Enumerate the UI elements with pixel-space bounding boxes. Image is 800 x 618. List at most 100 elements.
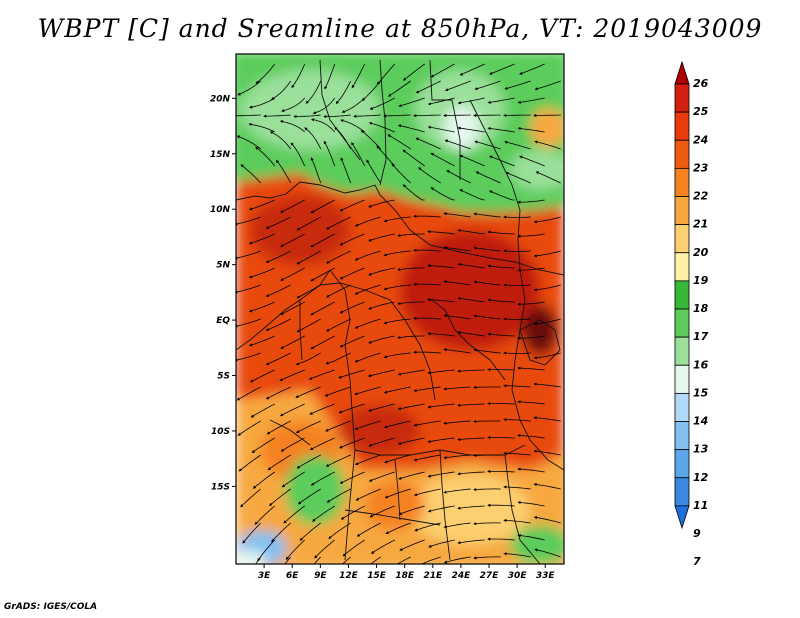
streamline (517, 126, 545, 133)
streamline (397, 369, 425, 376)
streamline (457, 296, 485, 303)
colorbar-label: 23 (693, 161, 709, 174)
streamline (457, 97, 485, 105)
streamline (504, 140, 531, 150)
streamline (533, 216, 561, 224)
streamline (533, 318, 561, 326)
streamline (356, 522, 381, 537)
streamline (296, 318, 321, 333)
streamline (427, 403, 455, 409)
streamline (326, 250, 351, 264)
lon-tick-label: 18E (395, 571, 415, 581)
streamline (535, 171, 561, 184)
streamline (376, 63, 395, 86)
streamline (255, 556, 262, 564)
streamline (430, 152, 455, 167)
streamline (351, 141, 366, 167)
streamline (459, 189, 485, 201)
streamline (280, 301, 305, 315)
streamline (443, 348, 471, 354)
streamline (398, 471, 425, 480)
streamline (383, 318, 411, 325)
streamline (487, 298, 515, 303)
streamline (487, 503, 515, 507)
streamline (533, 250, 561, 258)
lat-tick-label: 5N (216, 261, 230, 271)
streamline (473, 280, 501, 286)
streamline (488, 190, 515, 201)
streamline (354, 216, 381, 227)
streamline (473, 212, 501, 218)
streamline (489, 155, 515, 167)
streamline (324, 386, 351, 397)
streamline (443, 386, 471, 391)
colorbar: 26 25 24 23 22 21 20 19 18 17 16 15 14 13 12 11 9 7 (674, 60, 709, 568)
streamline (473, 314, 501, 320)
map-frame (235, 53, 565, 565)
streamline (413, 488, 441, 497)
streamline (402, 184, 425, 201)
streamline (457, 126, 485, 133)
streamline (533, 515, 561, 524)
streamline (310, 335, 335, 350)
colorbar-label: 13 (693, 443, 709, 456)
streamline (314, 539, 335, 559)
streamline (487, 126, 515, 133)
streamline (265, 250, 291, 263)
streamline (427, 471, 455, 478)
streamline (297, 488, 321, 505)
lat-tick-label: 10N (210, 205, 231, 215)
streamline (366, 159, 382, 184)
streamline (339, 233, 365, 246)
streamline (361, 80, 382, 101)
streamline (369, 97, 395, 110)
streamline (308, 369, 335, 380)
lon-tick-label: 30E (508, 571, 528, 581)
streamline (334, 126, 352, 150)
streamline (367, 369, 395, 378)
streamline (326, 216, 351, 230)
longitude-axis: 3E 6E 9E 12E 15E 18E 21E 24E 27E 30E 33E (258, 564, 555, 581)
lon-tick-label: 24E (452, 571, 472, 581)
streamline (384, 488, 411, 499)
streamline (487, 435, 515, 440)
streamline (475, 171, 501, 184)
colorbar-label: 19 (693, 274, 709, 287)
streamline (280, 335, 305, 349)
streamline (309, 437, 335, 450)
streamline (236, 284, 261, 294)
streamline (368, 301, 395, 310)
colorbar-label: 11 (693, 499, 708, 512)
streamline (415, 137, 441, 150)
streamline (459, 154, 485, 167)
streamline (428, 539, 455, 548)
streamline (473, 113, 501, 118)
streamline (427, 332, 455, 337)
streamline (326, 488, 351, 503)
streamline (339, 267, 365, 280)
colorbar-label: 16 (693, 358, 709, 371)
streamline (340, 157, 352, 184)
streamline (487, 469, 515, 473)
colorbar-swatch (674, 477, 690, 507)
streamline (310, 157, 322, 184)
latitude-axis: 20N 15N 10N 5N EQ 5S 10S 15S (210, 94, 236, 492)
streamline (291, 63, 306, 89)
streamline (474, 80, 501, 91)
streamline (339, 471, 365, 484)
streamline (354, 318, 381, 329)
streamline (457, 539, 485, 545)
streamline (397, 124, 425, 133)
streamline (295, 352, 321, 366)
streamline (339, 437, 365, 449)
streamline (457, 330, 485, 337)
streamline (504, 80, 531, 90)
streamline (370, 556, 381, 564)
streamline (489, 63, 515, 75)
streamline (517, 500, 545, 507)
streamline (383, 420, 411, 429)
streamline (296, 250, 321, 265)
streamline (533, 284, 561, 292)
streamline (335, 80, 352, 105)
